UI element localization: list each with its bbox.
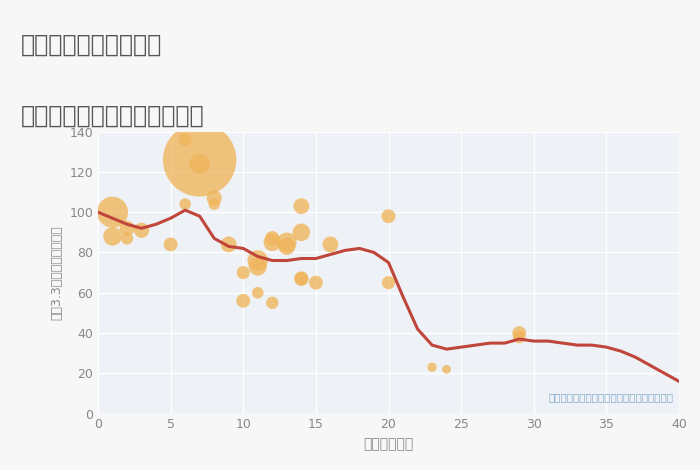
Point	[267, 299, 278, 306]
Point	[267, 239, 278, 246]
Point	[296, 275, 307, 282]
Point	[325, 241, 336, 248]
Point	[252, 257, 263, 264]
Text: 円の大きさは、取引のあった物件面積を示す: 円の大きさは、取引のあった物件面積を示す	[548, 392, 673, 402]
Point	[383, 279, 394, 286]
Text: 築年数別中古マンション価格: 築年数別中古マンション価格	[21, 103, 204, 127]
Point	[122, 235, 133, 242]
Point	[237, 269, 249, 276]
Point	[107, 233, 118, 240]
Point	[296, 203, 307, 210]
Point	[252, 263, 263, 270]
Point	[281, 239, 293, 246]
Point	[194, 156, 205, 164]
Point	[426, 363, 438, 371]
Point	[180, 136, 191, 143]
Point	[237, 297, 249, 305]
Point	[267, 235, 278, 242]
Text: 三重県津市一志町井生: 三重県津市一志町井生	[21, 33, 162, 57]
Point	[310, 279, 321, 286]
Point	[209, 194, 220, 202]
Point	[383, 212, 394, 220]
Point	[223, 241, 235, 248]
Y-axis label: 坪（3.3㎡）単価（万円）: 坪（3.3㎡）単価（万円）	[50, 225, 64, 320]
Point	[209, 200, 220, 208]
Point	[122, 225, 133, 232]
Point	[281, 243, 293, 250]
Point	[180, 200, 191, 208]
Point	[252, 289, 263, 297]
Point	[296, 228, 307, 236]
Point	[136, 227, 147, 234]
Point	[296, 275, 307, 282]
Point	[514, 333, 525, 341]
Point	[514, 329, 525, 337]
X-axis label: 築年数（年）: 築年数（年）	[363, 437, 414, 451]
Point	[441, 366, 452, 373]
Point	[107, 208, 118, 216]
Point	[194, 160, 205, 168]
Point	[165, 241, 176, 248]
